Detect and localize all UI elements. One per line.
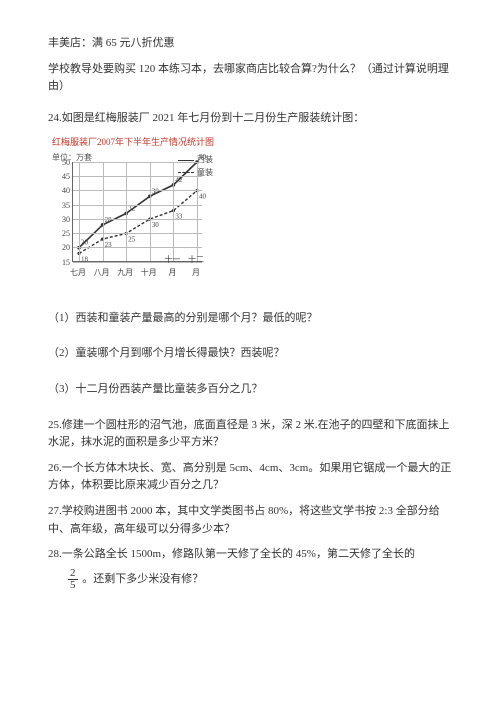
question-intro: 学校教导处要购买 120 本练习本，去哪家商店比较合算?为什么？（通过计算说明理… bbox=[48, 61, 452, 96]
y-tick-label: 20 bbox=[56, 242, 70, 255]
x-tick-label: 十一月 bbox=[161, 254, 183, 280]
q28: 28.一条公路全长 1500m，修路队第一天修了全长的 45%，第二天修了全长的… bbox=[48, 546, 452, 591]
x-tick-label: 十月 bbox=[138, 267, 160, 280]
store-promo-text: 丰美店：满 65 元八折优惠 bbox=[48, 35, 452, 53]
x-tick-label: 八月 bbox=[91, 267, 113, 280]
fraction: 2 5 bbox=[68, 568, 78, 591]
chart-title: 红梅服装厂2007年下半年生产情况统计图 bbox=[52, 135, 452, 149]
legend-solid-line-icon bbox=[178, 160, 194, 161]
fraction-numerator: 2 bbox=[68, 568, 78, 580]
svg-text:25: 25 bbox=[128, 235, 136, 243]
q26: 26.一个长方体木块长、宽、高分别是 5cm、4cm、3cm。如果用它锯成一个最… bbox=[48, 460, 452, 495]
chart-container: 红梅服装厂2007年下半年生产情况统计图 单位：万套 西装 童装 2028323… bbox=[50, 135, 452, 291]
q28-continuation: 2 5 。还剩下多少米没有修？ bbox=[48, 568, 452, 591]
q25: 25.修建一个圆柱形的沼气池，底面直径是 3 米，深 2 米.在池子的四壁和下底… bbox=[48, 417, 452, 452]
y-tick-label: 50 bbox=[56, 157, 70, 170]
x-tick-label: 十二月 bbox=[185, 254, 207, 280]
x-tick-label: 七月 bbox=[67, 267, 89, 280]
y-tick-label: 25 bbox=[56, 228, 70, 241]
q24-3: （3）十二月份西装产量比童装多百分之几？ bbox=[48, 381, 452, 399]
q24-intro: 24.如图是红梅服装厂 2021 年七月份到十二月份生产服装统计图： bbox=[48, 110, 452, 128]
store-promo: 丰美店：满 65 元八折优惠 bbox=[48, 37, 175, 49]
q28-part-b: 。还剩下多少米没有修？ bbox=[82, 573, 203, 585]
svg-text:50: 50 bbox=[199, 153, 207, 161]
svg-text:30: 30 bbox=[152, 221, 160, 229]
y-tick-label: 45 bbox=[56, 171, 70, 184]
x-tick-label: 九月 bbox=[114, 267, 136, 280]
y-tick-label: 40 bbox=[56, 185, 70, 198]
y-tick-label: 35 bbox=[56, 200, 70, 213]
chart-grid: 202832384250182325303340 bbox=[72, 162, 202, 262]
q28-part-a: 28.一条公路全长 1500m，修路队第一天修了全长的 45%，第二天修了全长的 bbox=[48, 548, 415, 560]
q24-1: （1）西装和童装产量最高的分别是哪个月？最低的呢？ bbox=[48, 310, 452, 328]
chart-area: 单位：万套 西装 童装 202832384250182325303340 152… bbox=[50, 152, 215, 292]
q24-2: （2）童装哪个月到哪个月增长得最快？西装呢？ bbox=[48, 345, 452, 363]
q27: 27.学校购进图书 2000 本，其中文学类图书占 80%，将这些文学书按 2:… bbox=[48, 503, 452, 538]
svg-text:40: 40 bbox=[199, 192, 207, 200]
fraction-denominator: 5 bbox=[68, 580, 78, 591]
y-tick-label: 30 bbox=[56, 214, 70, 227]
svg-text:20: 20 bbox=[81, 238, 89, 246]
